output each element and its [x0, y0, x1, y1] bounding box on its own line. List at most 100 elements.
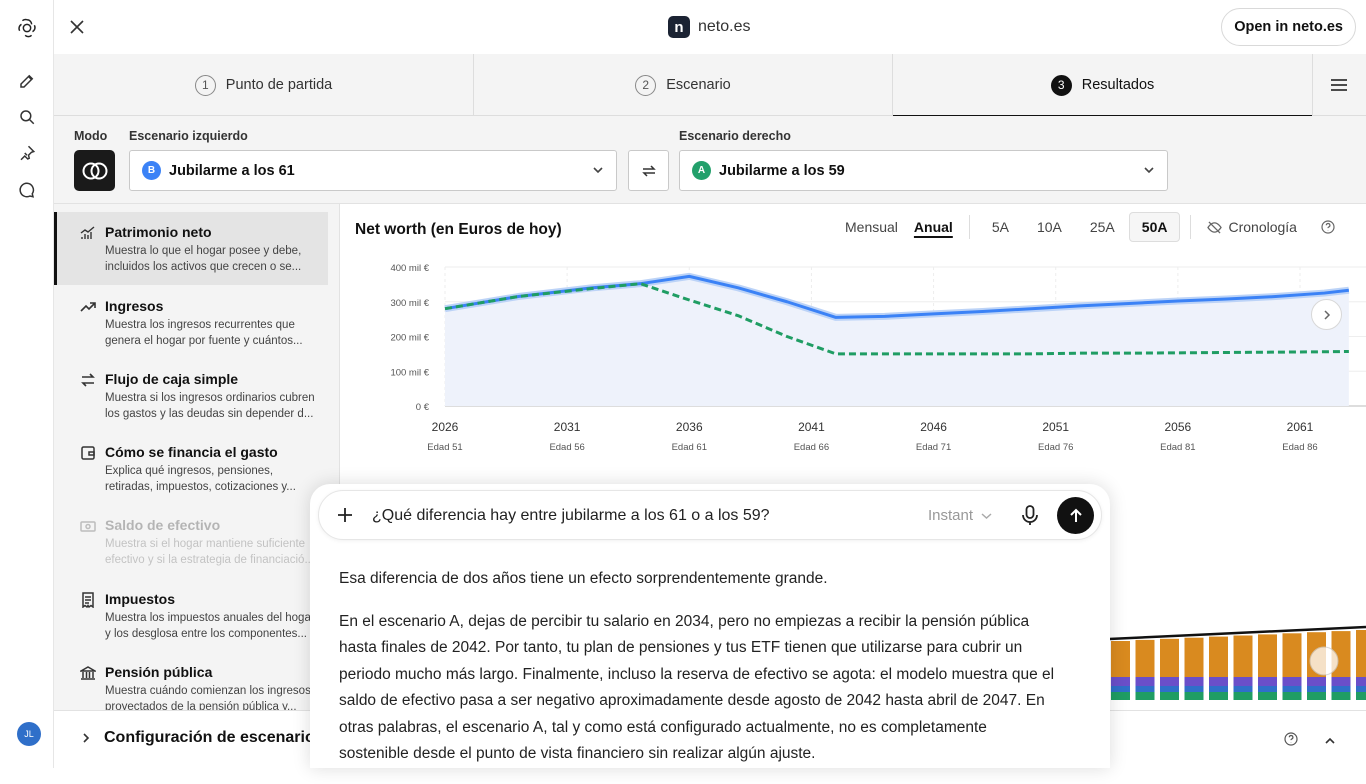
x-tick-label: 2051 — [1042, 420, 1069, 434]
bar-segment — [1356, 686, 1366, 692]
x-tick-sublabel: Edad 61 — [672, 442, 707, 453]
y-tick-label: 0 € — [416, 402, 430, 413]
x-tick-sublabel: Edad 81 — [1160, 442, 1195, 453]
metric-title: Ingresos — [105, 298, 164, 314]
mensual-toggle[interactable]: Mensual — [845, 219, 898, 235]
help-icon[interactable] — [1313, 212, 1343, 242]
chevron-right-icon[interactable] — [1311, 299, 1342, 330]
help-icon[interactable] — [1284, 732, 1298, 751]
metric-description: proyectados de la pensión pública y... — [105, 700, 297, 711]
bar-segment — [1331, 677, 1351, 686]
metric-pension-publica[interactable]: Pensión pública Muestra cuándo comienzan… — [54, 652, 328, 710]
cash-icon — [80, 521, 96, 532]
swap-scenarios-button[interactable] — [628, 150, 669, 191]
answer-paragraph: En el escenario A, dejas de percibir tu … — [339, 612, 1055, 763]
chevron-down-icon — [593, 167, 603, 174]
bar-segment — [1282, 633, 1302, 677]
step-label: Punto de partida — [225, 77, 333, 93]
avatar[interactable]: JL — [17, 722, 41, 746]
x-tick-label: 2031 — [554, 420, 581, 434]
metric-description: Muestra cuándo comienzan los ingresos — [105, 685, 311, 697]
x-tick-sublabel: Edad 56 — [549, 442, 584, 453]
open-in-site-button[interactable]: Open in neto.es — [1221, 8, 1356, 46]
metric-title: Impuestos — [105, 591, 176, 607]
left-scenario-select[interactable]: B Jubilarme a los 61 — [129, 150, 617, 191]
cronologia-toggle[interactable]: Cronología — [1199, 212, 1305, 242]
search-icon[interactable] — [15, 105, 39, 129]
metric-description: retiradas, impuestos, cotizaciones y... — [105, 480, 296, 493]
chart-title: Net worth (en Euros de hoy) — [355, 221, 562, 238]
bar-segment — [1307, 686, 1326, 692]
pin-icon[interactable] — [15, 141, 39, 165]
compare-mode-button[interactable] — [74, 150, 115, 191]
chat-input[interactable]: ¿Qué diferencia hay entre jubilarme a lo… — [372, 507, 770, 524]
site-title: n neto.es — [668, 16, 750, 38]
right-scenario-select[interactable]: A Jubilarme a los 59 — [679, 150, 1168, 191]
bar-segment — [1160, 692, 1179, 700]
range-10a-button[interactable]: 10A — [1036, 219, 1062, 235]
period-controls: Mensual Anual 5A 10A 25A 50A Cronología — [837, 212, 1343, 242]
bar-segment — [1258, 634, 1277, 677]
series-b-line — [444, 274, 1350, 319]
bar-segment — [1282, 677, 1302, 686]
metric-saldo-efectivo[interactable]: Saldo de efectivo Muestra si el hogar ma… — [54, 505, 328, 578]
metric-title: Cómo se financia el gasto — [105, 444, 278, 460]
tab-escenario[interactable]: 2 Escenario — [474, 54, 892, 116]
x-tick-label: 2026 — [432, 420, 459, 434]
metric-flujo-de-caja[interactable]: Flujo de caja simple Muestra si los ingr… — [54, 359, 328, 432]
metric-financia-gasto[interactable]: Cómo se financia el gasto Explica qué in… — [54, 432, 328, 505]
tab-resultados[interactable]: 3 Resultados — [893, 54, 1312, 117]
chevron-down-icon — [1144, 167, 1154, 174]
metric-description: Muestra si el hogar mantiene suficiente — [105, 538, 306, 550]
config-label: Configuración de escenario — [104, 729, 315, 746]
total-line — [1109, 625, 1366, 641]
new-chat-icon[interactable] — [15, 69, 39, 93]
openai-logo-icon[interactable] — [15, 16, 39, 40]
anual-toggle[interactable]: Anual — [913, 219, 953, 235]
metric-ingresos[interactable]: Ingresos Muestra los ingresos recurrente… — [54, 286, 328, 359]
bar-segment — [1233, 686, 1253, 692]
metric-title: Patrimonio neto — [105, 224, 212, 240]
range-50a-button[interactable]: 50A — [1128, 212, 1181, 242]
mode-label: Modo — [74, 129, 108, 143]
metric-description: Muestra los ingresos recurrentes que — [105, 319, 295, 331]
metric-description: y los desglosa entre los componentes... — [105, 627, 308, 640]
receipt-icon — [82, 592, 94, 608]
bar-segment — [1135, 692, 1155, 700]
metric-patrimonio-neto[interactable]: Patrimonio neto Muestra lo que el hogar … — [54, 212, 328, 285]
bar-segment — [1184, 692, 1204, 700]
bar-segment — [1233, 635, 1253, 677]
scenario-badge-a: A — [692, 161, 711, 180]
bar-segment — [1135, 677, 1155, 686]
metric-description: los gastos y las deudas sin depender d..… — [105, 407, 314, 420]
metric-description: incluidos los activos que crecen o se... — [105, 260, 302, 273]
model-selector[interactable]: Instant — [928, 507, 992, 524]
bar-segment — [1160, 686, 1179, 692]
bar-segment — [1331, 692, 1351, 700]
metric-impuestos[interactable]: Impuestos Muestra los impuestos anuales … — [54, 579, 328, 652]
range-25a-button[interactable]: 25A — [1089, 219, 1115, 235]
close-icon[interactable] — [66, 16, 88, 38]
step-label: Resultados — [1081, 77, 1155, 93]
net-worth-chart: 0 € 100 mil € 200 mil € 300 mil € 400 mil € 2… — [390, 263, 1366, 453]
bar-segment — [1307, 677, 1326, 686]
y-tick-label: 200 mil € — [390, 333, 429, 344]
bar-segment — [1111, 686, 1130, 692]
range-5a-button[interactable]: 5A — [991, 219, 1009, 235]
configuracion-escenario-toggle[interactable]: Configuración de escenario — [82, 729, 315, 747]
hamburger-menu-icon[interactable] — [1328, 74, 1350, 96]
chevron-up-icon[interactable] — [1324, 733, 1336, 751]
microphone-icon[interactable] — [1019, 504, 1041, 526]
area-fill — [445, 276, 1349, 406]
wallet-icon — [81, 446, 95, 460]
app-rail: JL — [0, 0, 54, 768]
chat-bubble-icon[interactable] — [15, 178, 39, 202]
bar-segment — [1331, 686, 1351, 692]
tab-punto-de-partida[interactable]: 1 Punto de partida — [54, 54, 473, 116]
step-number: 3 — [1050, 74, 1072, 96]
plus-icon[interactable] — [335, 505, 355, 525]
send-button[interactable] — [1057, 497, 1094, 534]
right-scenario-value: Jubilarme a los 59 — [719, 162, 845, 179]
step-number: 2 — [635, 74, 657, 96]
divider — [1190, 215, 1192, 239]
